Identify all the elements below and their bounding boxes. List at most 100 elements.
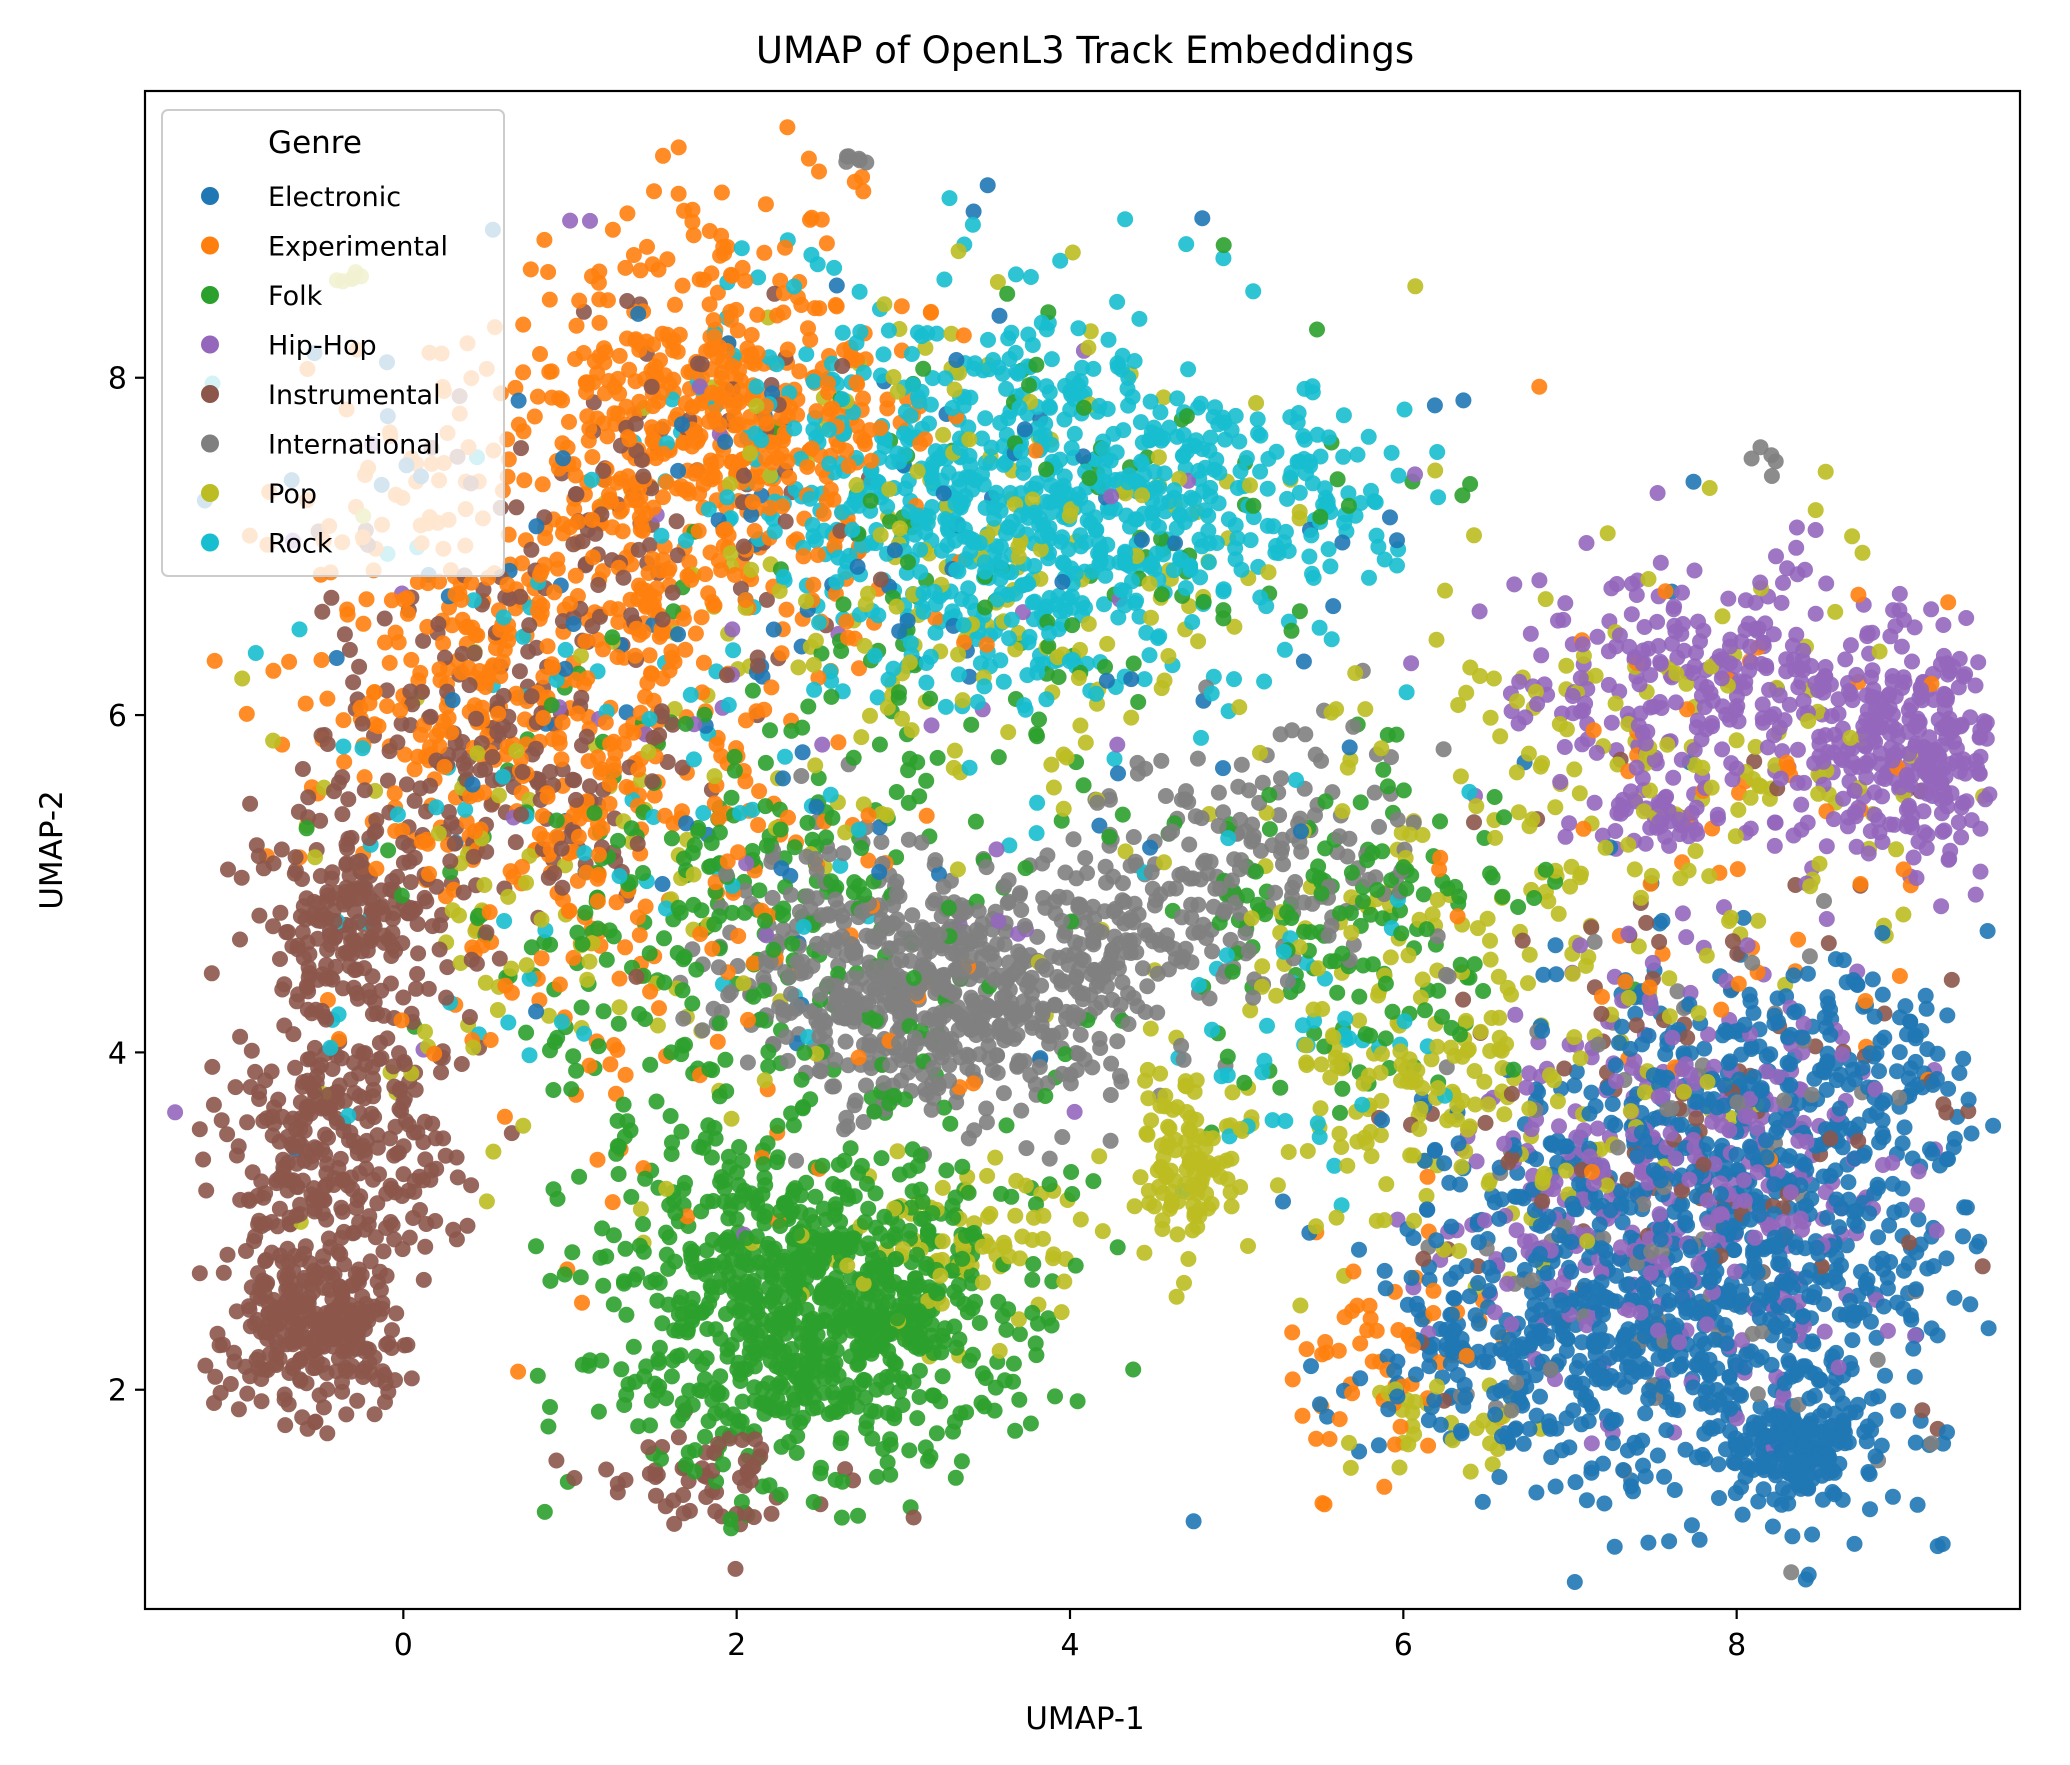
point-rock	[1066, 425, 1083, 442]
point-experimental	[608, 894, 625, 911]
point-rock	[1277, 1113, 1294, 1129]
point-hip-hop	[1818, 838, 1835, 855]
point-pop	[1802, 878, 1819, 895]
point-folk	[934, 1368, 951, 1385]
point-pop	[1423, 1051, 1440, 1068]
point-folk	[568, 1062, 585, 1079]
point-pop	[1499, 979, 1516, 996]
point-experimental	[599, 428, 616, 445]
point-instrumental	[319, 1381, 336, 1398]
point-experimental	[265, 662, 282, 679]
point-instrumental	[707, 1503, 724, 1520]
point-folk	[938, 1162, 955, 1179]
point-folk	[688, 961, 705, 978]
point-hip-hop	[1923, 601, 1940, 618]
point-electronic	[1891, 1044, 1908, 1061]
point-international	[788, 1152, 805, 1169]
point-folk	[648, 1093, 665, 1110]
point-pop	[1077, 734, 1094, 751]
point-electronic	[1955, 1228, 1971, 1245]
point-pop	[1537, 591, 1554, 608]
point-experimental	[856, 432, 873, 449]
point-rock	[1115, 422, 1132, 439]
point-rock	[1361, 569, 1377, 586]
point-electronic	[1850, 1396, 1867, 1413]
point-folk	[799, 814, 816, 831]
point-folk	[760, 1058, 777, 1075]
point-electronic	[1945, 1139, 1962, 1156]
point-international	[1233, 756, 1250, 773]
point-experimental	[722, 311, 739, 328]
point-pop	[1714, 608, 1731, 625]
point-rock	[1001, 630, 1018, 647]
point-international	[1109, 1033, 1126, 1050]
point-pop	[1485, 670, 1502, 687]
point-rock	[1264, 1112, 1281, 1129]
point-international	[1271, 807, 1288, 824]
point-pop	[1153, 680, 1170, 697]
point-hip-hop	[1941, 663, 1958, 680]
point-pop	[1406, 1212, 1422, 1229]
point-hip-hop	[1976, 713, 1993, 730]
point-electronic	[1939, 1007, 1956, 1024]
point-electronic	[979, 177, 996, 194]
point-experimental	[701, 223, 718, 239]
point-instrumental	[198, 1182, 215, 1199]
point-hip-hop	[167, 1104, 184, 1121]
point-electronic	[1870, 1229, 1887, 1246]
point-folk	[613, 1361, 630, 1378]
point-folk	[662, 1108, 679, 1124]
point-experimental	[510, 416, 527, 433]
point-international	[1869, 1351, 1886, 1368]
point-pop	[1298, 1054, 1315, 1071]
point-instrumental	[459, 1217, 476, 1234]
point-rock	[1245, 283, 1262, 300]
point-pop	[979, 1167, 996, 1184]
point-instrumental	[345, 674, 362, 691]
point-hip-hop	[1818, 911, 1835, 927]
point-electronic	[1884, 1488, 1901, 1505]
point-electronic	[1846, 1535, 1863, 1552]
point-experimental	[830, 734, 847, 751]
point-international	[694, 1022, 711, 1039]
point-pop	[1492, 728, 1509, 745]
point-instrumental	[227, 1079, 244, 1096]
point-rock	[682, 686, 699, 703]
point-instrumental	[319, 1425, 336, 1442]
point-pop	[1070, 670, 1087, 686]
point-folk	[1451, 888, 1468, 905]
point-experimental	[918, 807, 935, 824]
point-folk	[963, 716, 980, 733]
point-experimental	[710, 810, 727, 827]
point-rock	[1204, 1021, 1220, 1038]
point-hip-hop	[1728, 688, 1745, 705]
point-rock	[1110, 609, 1127, 626]
point-experimental	[1850, 586, 1867, 603]
point-pop	[1339, 1157, 1356, 1174]
point-electronic	[1650, 1350, 1667, 1367]
point-rock	[1120, 397, 1137, 414]
point-folk	[974, 1365, 991, 1382]
point-folk	[622, 1122, 639, 1139]
point-rock	[1349, 446, 1366, 463]
point-hip-hop	[1788, 519, 1805, 536]
point-folk	[756, 1169, 773, 1186]
point-pop	[1168, 1288, 1185, 1305]
point-electronic	[1295, 653, 1312, 670]
point-hip-hop	[1722, 631, 1739, 648]
point-instrumental	[279, 924, 296, 940]
point-folk	[1247, 863, 1264, 880]
point-electronic	[618, 704, 635, 721]
point-experimental	[1298, 1341, 1315, 1358]
point-folk	[1352, 794, 1369, 811]
point-experimental	[1314, 1495, 1331, 1512]
point-folk	[617, 1240, 634, 1257]
point-electronic	[1563, 1263, 1580, 1280]
point-international	[1072, 1026, 1089, 1043]
point-electronic	[828, 277, 845, 294]
point-rock	[969, 694, 986, 710]
point-experimental	[516, 472, 533, 489]
point-electronic	[794, 744, 811, 761]
point-rock	[1309, 1115, 1326, 1131]
point-pop	[649, 1017, 666, 1034]
